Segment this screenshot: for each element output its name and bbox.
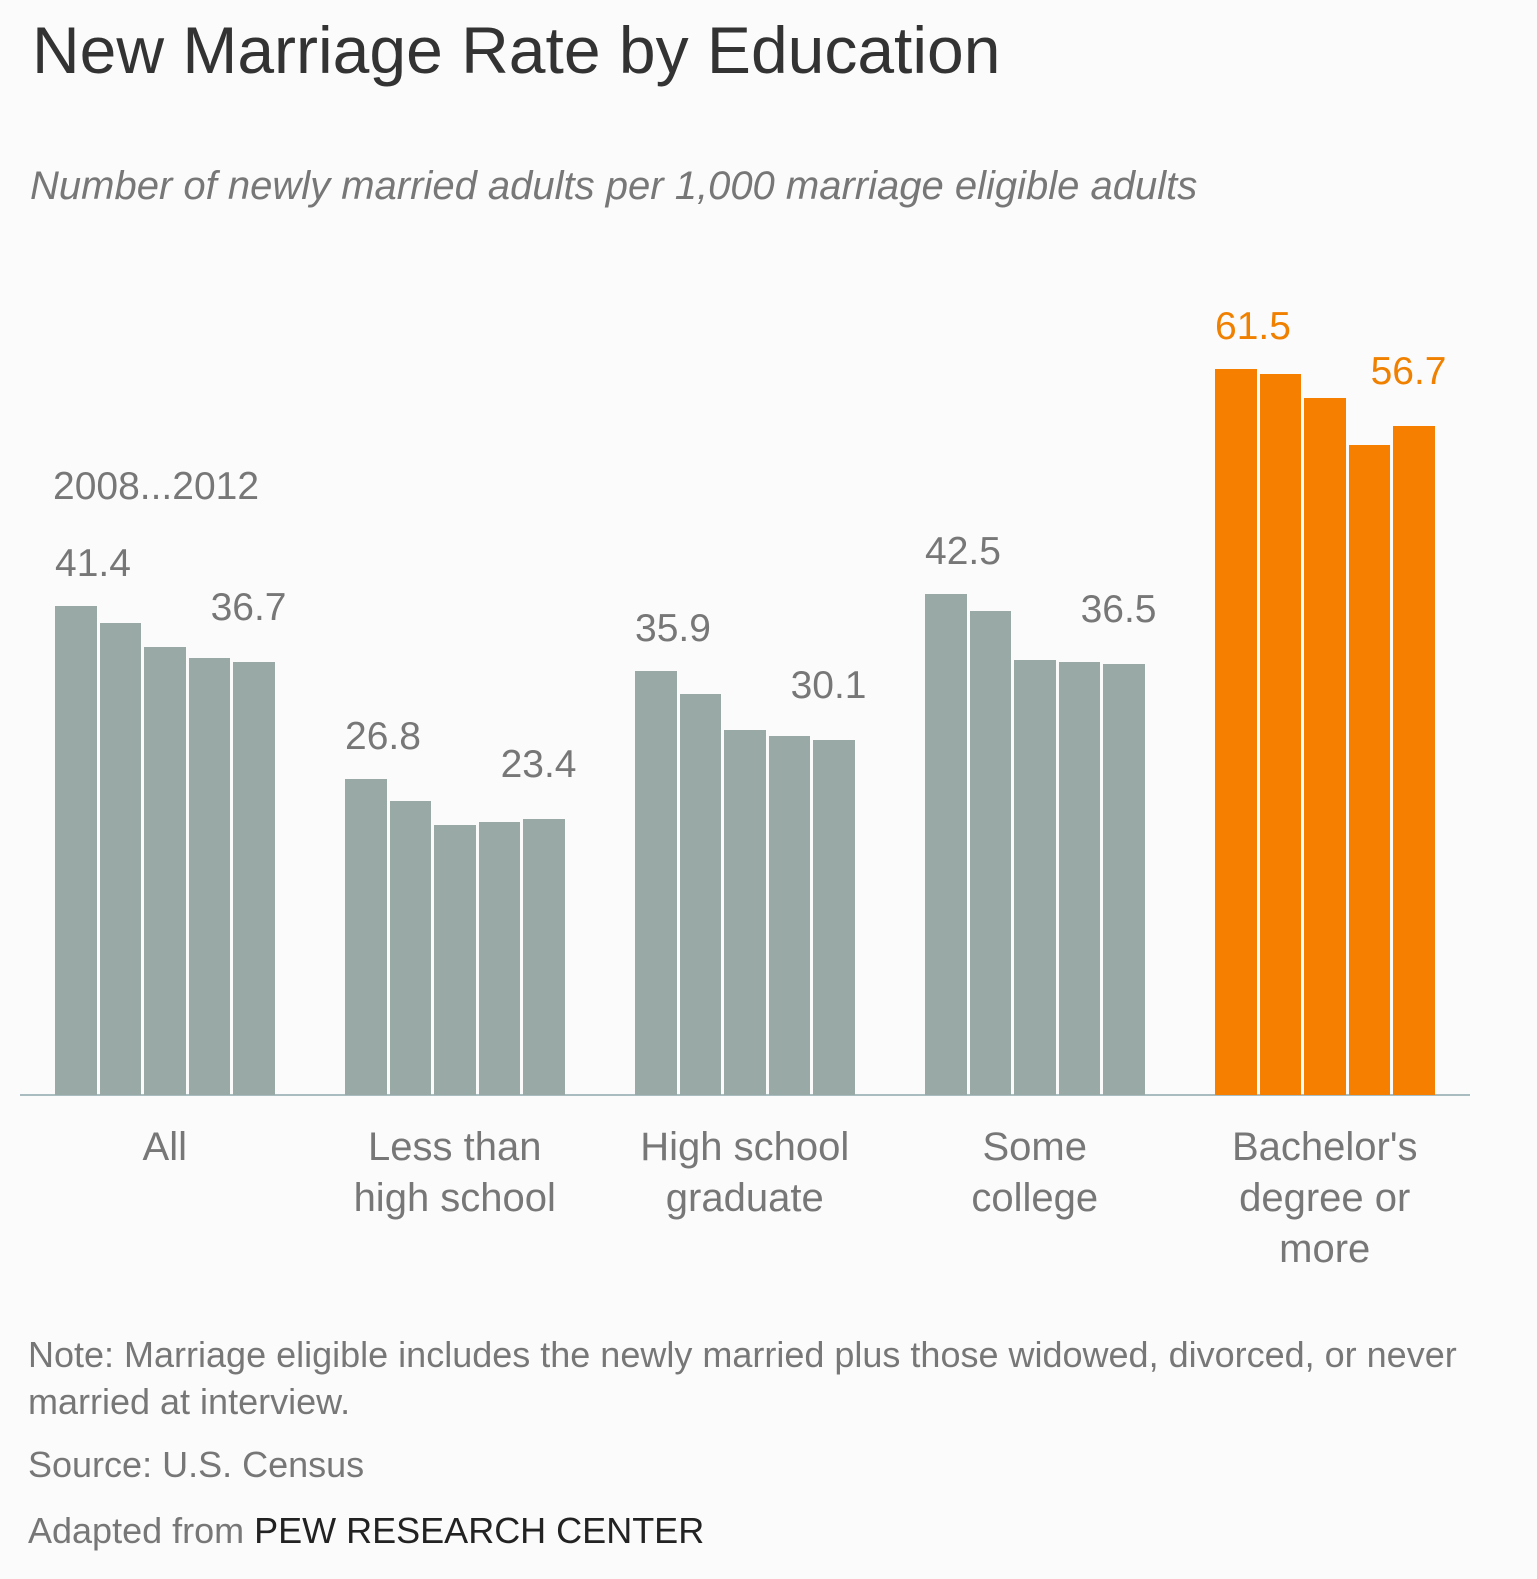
credit: Adapted from PEW RESEARCH CENTER (28, 1510, 704, 1552)
series-label: 2008...2012 (53, 465, 260, 508)
bar (478, 822, 520, 1095)
x-tick-label: Bachelor's degree or more (1231, 1125, 1418, 1271)
x-tick-label: All (142, 1125, 187, 1169)
credit-org: PEW RESEARCH CENTER (254, 1510, 705, 1551)
value-label: 61.5 (1215, 305, 1291, 349)
bar (99, 623, 141, 1095)
bar (1304, 397, 1346, 1095)
bar (434, 824, 476, 1095)
chart-title: New Marriage Rate by Education (32, 13, 1001, 87)
bar (389, 801, 431, 1095)
bar (925, 593, 967, 1095)
value-label: 26.8 (345, 714, 421, 758)
bar (188, 658, 230, 1095)
x-tick-label: High school graduate (640, 1125, 850, 1220)
credit-prefix: Adapted from (28, 1510, 245, 1551)
bar (1215, 369, 1257, 1095)
bar (813, 739, 855, 1095)
chart-subtitle: Number of newly married adults per 1,000… (30, 164, 1198, 208)
value-label: 35.9 (635, 607, 711, 651)
bar (1014, 659, 1056, 1095)
bar (635, 671, 677, 1095)
bar (768, 736, 810, 1095)
bar (523, 818, 565, 1095)
value-label: 36.5 (1080, 588, 1157, 632)
bar (1058, 661, 1100, 1095)
bar (345, 778, 387, 1095)
x-tick-label: Less than high school (353, 1125, 556, 1220)
note: Note: Marriage eligible includes the new… (28, 1334, 1457, 1422)
value-label: 42.5 (925, 529, 1001, 573)
source: Source: U.S. Census (28, 1444, 365, 1485)
bar (1259, 374, 1301, 1095)
bar (1103, 664, 1145, 1095)
bar (724, 730, 766, 1095)
value-label: 36.7 (210, 585, 287, 629)
value-label: 41.4 (55, 542, 131, 586)
x-tick-label: Some college (971, 1125, 1099, 1220)
bar (1348, 444, 1390, 1095)
bar (679, 693, 721, 1095)
value-label: 30.1 (790, 663, 867, 707)
bar (1393, 425, 1435, 1095)
bar (144, 646, 186, 1095)
value-label: 23.4 (500, 742, 577, 786)
value-label: 56.7 (1370, 349, 1447, 393)
bar (55, 606, 97, 1095)
bar (233, 661, 275, 1095)
baseline (20, 1094, 1470, 1096)
bar (969, 611, 1011, 1095)
